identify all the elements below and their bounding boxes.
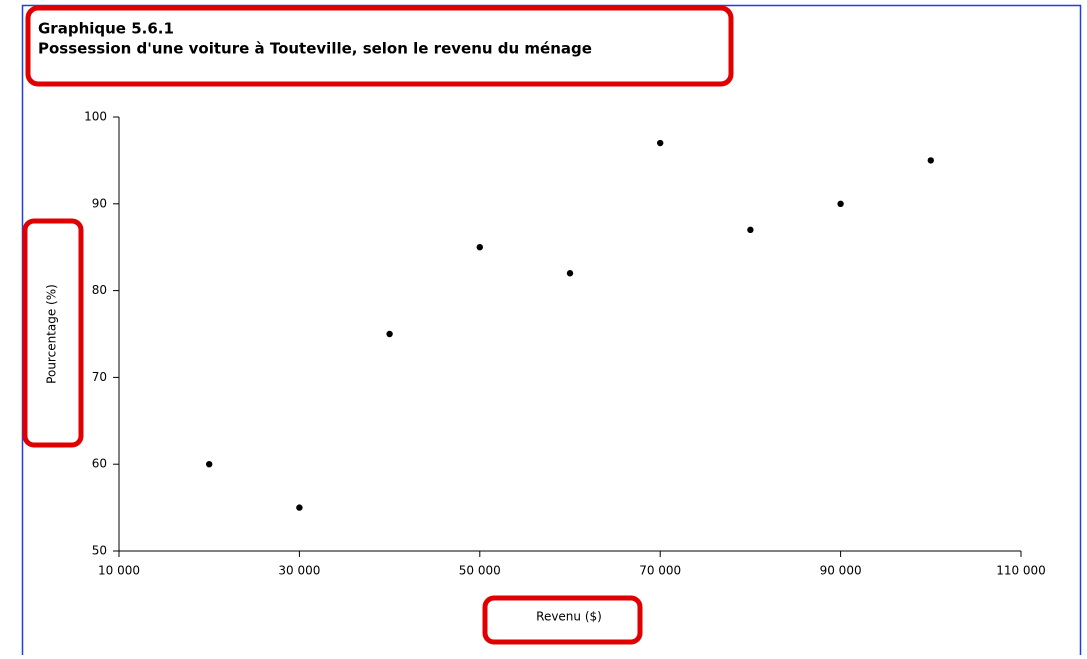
x-tick-label: 50 000 [459,564,501,578]
y-tick-label: 60 [92,457,107,471]
point [657,139,664,147]
highlight-box [22,218,84,448]
point [566,270,574,277]
point [747,226,754,234]
frame [21,4,1082,659]
y-tick-label: 70 [92,370,107,384]
point [476,244,483,251]
point [386,330,393,338]
x-tick-label: 70 000 [639,564,681,578]
point [837,200,844,207]
y-tick-label: 100 [84,110,107,124]
y-axis-label: Pourcentage (%) [45,284,59,384]
x-axis-label: Revenu ($) [536,610,602,624]
chart-subtitle: Possession d'une voiture à Touteville, s… [38,40,592,58]
x-tick-label: 110 000 [996,564,1046,578]
point [927,157,934,164]
y-tick-label: 90 [92,196,107,210]
x-tick-label: 90 000 [820,564,862,578]
x-tick-label: 30 000 [278,564,320,578]
chart-title: Graphique 5.6.1 [38,20,174,38]
highlight-box [25,5,734,87]
y-tick-label: 80 [92,283,107,297]
highlight-box [482,595,643,645]
point [296,504,303,511]
y-tick-label: 50 [92,544,107,558]
x-tick-label: 10 000 [98,564,140,578]
point [206,461,213,468]
